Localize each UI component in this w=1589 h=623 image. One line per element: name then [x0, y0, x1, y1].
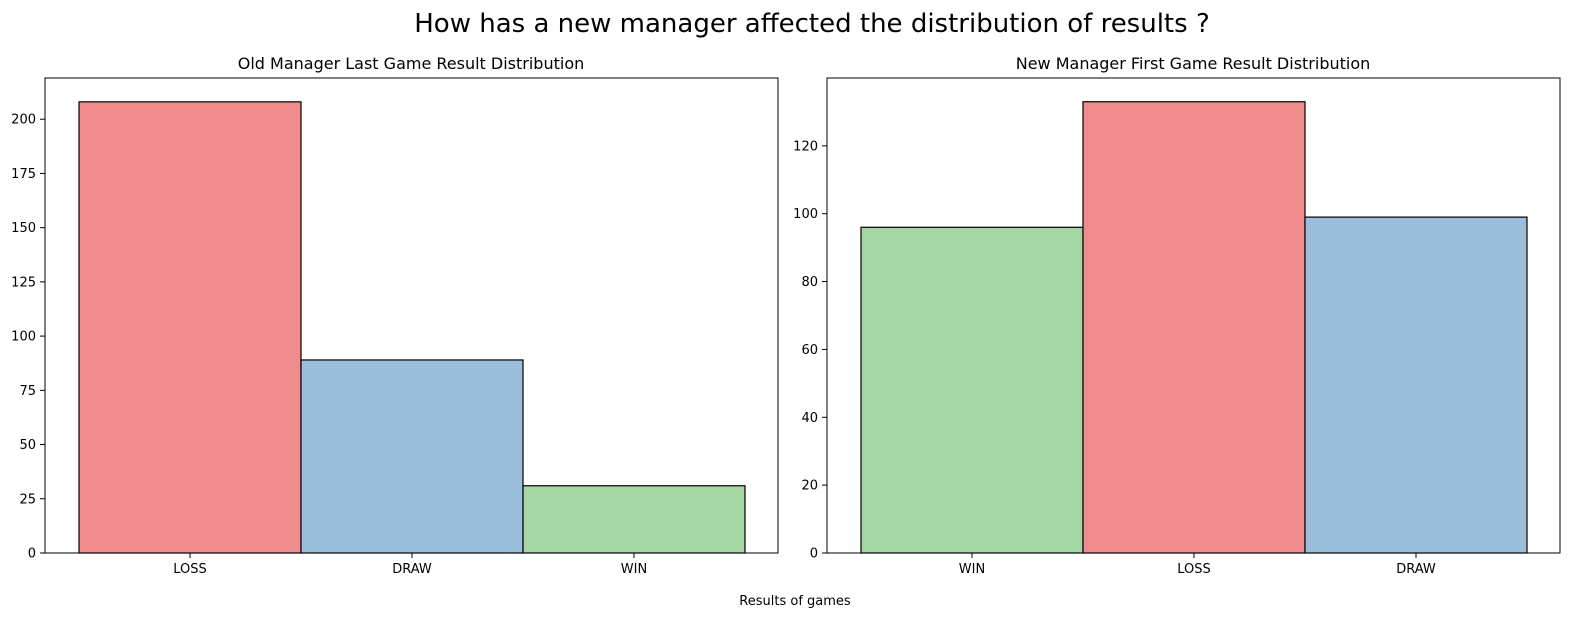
- y-tick-label: 0: [28, 547, 36, 562]
- x-tick-label: WIN: [959, 562, 985, 577]
- chart-left-title: Old Manager Last Game Result Distributio…: [238, 54, 585, 73]
- chart-left-x-ticks: LOSS DRAW WIN: [173, 553, 647, 577]
- chart-right: New Manager First Game Result Distributi…: [793, 54, 1561, 577]
- figure-title: How has a new manager affected the distr…: [414, 9, 1210, 39]
- bar-win: [860, 226, 1084, 554]
- y-tick-label: 125: [11, 275, 36, 290]
- chart-right-x-ticks: WIN LOSS DRAW: [959, 553, 1436, 577]
- chart-left-bars: [78, 101, 746, 554]
- y-tick-label: 25: [19, 492, 36, 507]
- y-tick-label: 75: [19, 384, 36, 399]
- x-tick-label: LOSS: [173, 562, 207, 577]
- y-tick-label: 50: [19, 438, 36, 453]
- y-tick-label: 200: [11, 113, 36, 128]
- figure-x-axis-label: Results of games: [739, 594, 851, 609]
- y-tick-label: 40: [801, 411, 818, 426]
- y-tick-label: 100: [11, 330, 36, 345]
- y-tick-label: 0: [810, 547, 818, 562]
- chart-right-frame: [826, 77, 1561, 554]
- bar-draw: [300, 359, 524, 554]
- y-tick-label: 80: [801, 275, 818, 290]
- chart-right-title: New Manager First Game Result Distributi…: [1016, 54, 1371, 73]
- y-tick-label: 100: [793, 207, 818, 222]
- x-tick-label: WIN: [621, 562, 647, 577]
- x-tick-label: LOSS: [1177, 562, 1211, 577]
- chart-right-bars: [860, 101, 1528, 554]
- chart-left-y-ticks: 0 25 50 75 100 125 150 175 200: [11, 113, 45, 562]
- bar-draw: [1304, 216, 1528, 554]
- chart-right-y-ticks: 0 20 40 60 80 100 120: [793, 139, 827, 562]
- chart-left: Old Manager Last Game Result Distributio…: [11, 54, 779, 577]
- y-tick-label: 120: [793, 139, 818, 154]
- x-tick-label: DRAW: [1396, 562, 1436, 577]
- chart-left-frame: [44, 77, 779, 554]
- bar-win: [522, 485, 746, 554]
- y-tick-label: 150: [11, 221, 36, 236]
- y-tick-label: 60: [801, 343, 818, 358]
- bar-loss: [78, 101, 302, 554]
- y-tick-label: 20: [801, 479, 818, 494]
- x-tick-label: DRAW: [392, 562, 432, 577]
- bar-loss: [1082, 101, 1306, 554]
- y-tick-label: 175: [11, 167, 36, 182]
